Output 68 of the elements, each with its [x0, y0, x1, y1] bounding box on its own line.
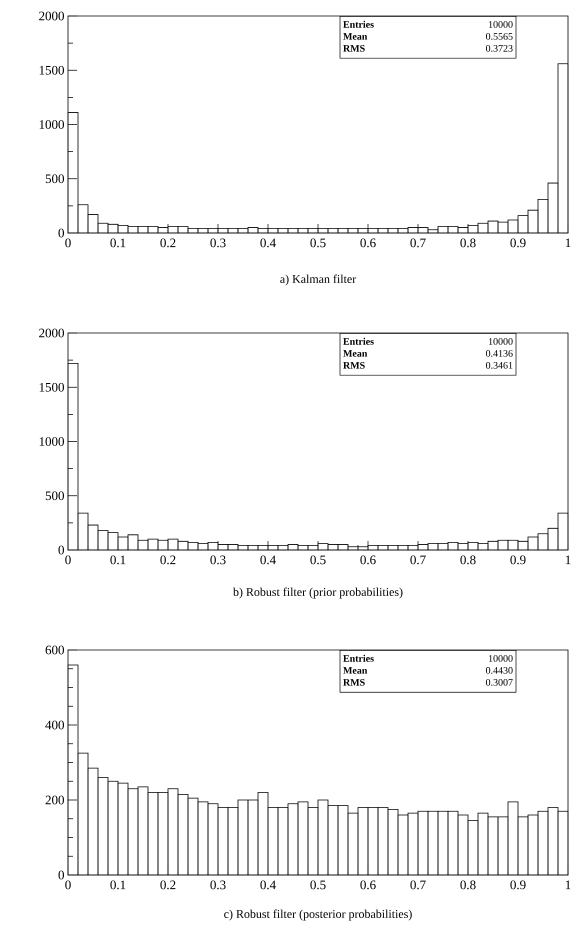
- x-tick-label: 0.2: [160, 238, 176, 248]
- annotation: 10000: [488, 338, 513, 345]
- annotation: RMS: [343, 45, 365, 52]
- x-tick-label: 0.3: [210, 880, 226, 890]
- text: b) Robust filter (prior probabilities): [233, 588, 402, 598]
- y-tick-label: 600: [46, 646, 64, 654]
- annotation: 0.4430: [486, 667, 513, 674]
- annotation: Mean: [343, 33, 368, 40]
- annotation: Mean: [343, 350, 368, 357]
- x-tick-label: 0.5: [310, 556, 326, 564]
- y-tick-label: 400: [45, 720, 64, 730]
- x-tick-label: 0.7: [410, 880, 426, 890]
- x-tick-label: 1: [566, 880, 570, 890]
- x-tick-label: 0.3: [210, 238, 226, 248]
- annotation: Entries: [343, 20, 374, 28]
- annotation: Entries: [343, 654, 374, 662]
- y-tick-label: 1000: [40, 437, 64, 446]
- y-tick-label: 1500: [40, 66, 64, 75]
- x-tick-label: 0.1: [110, 556, 126, 564]
- x-tick-label: 0.8: [460, 238, 476, 248]
- x-tick-label: 1: [566, 238, 570, 248]
- x-tick-label: 0.5: [310, 880, 326, 890]
- x-tick-label: 0.6: [360, 556, 376, 564]
- y-tick-label: 1500: [40, 382, 64, 392]
- annotation: 10000: [488, 21, 513, 28]
- annotation: RMS: [343, 362, 365, 369]
- annotation: 0.3007: [486, 679, 513, 686]
- x-tick-label: 0.8: [460, 556, 476, 564]
- y-tick-label: 0: [58, 546, 64, 554]
- y-tick-label: 0: [58, 228, 64, 238]
- text: a) Kalman filter: [280, 274, 356, 286]
- x-tick-label: 0.2: [160, 556, 176, 564]
- y-tick-label: 1000: [40, 120, 64, 129]
- annotation: RMS: [343, 679, 365, 686]
- y-tick-label: 200: [46, 796, 64, 804]
- x-tick-label: 0.4: [260, 238, 276, 248]
- x-tick-label: 0.5: [310, 238, 326, 248]
- x-tick-label: 1: [566, 556, 570, 564]
- x-tick-label: 0.1: [110, 238, 126, 248]
- x-tick-label: 0: [65, 238, 71, 248]
- x-tick-label: 0.2: [160, 880, 176, 890]
- annotation: 10000: [488, 655, 513, 662]
- y-tick-label: 2000: [39, 328, 64, 338]
- y-tick-label: 500: [46, 491, 64, 500]
- annotation: Mean: [343, 667, 368, 674]
- x-tick-label: 0: [65, 556, 71, 564]
- x-tick-label: 0: [65, 880, 71, 890]
- x-tick-label: 0.7: [410, 238, 426, 248]
- x-tick-label: 0.1: [110, 880, 126, 890]
- x-tick-label: 0.9: [510, 556, 526, 564]
- x-tick-label: 0.4: [260, 556, 276, 564]
- text: c) Robust filter (posterior probabilities): [224, 910, 412, 920]
- annotation: 0.3461: [486, 362, 512, 369]
- x-tick-label: 0.3: [210, 556, 226, 564]
- x-tick-label: 0.7: [410, 556, 426, 564]
- y-tick-label: 500: [46, 174, 64, 184]
- y-tick-label: 0: [58, 870, 64, 880]
- x-tick-label: 0.6: [360, 880, 376, 890]
- annotation: 0.4136: [486, 350, 513, 357]
- x-tick-label: 0.9: [510, 238, 526, 248]
- x-tick-label: 0.4: [260, 880, 276, 890]
- annotation: 0.5565: [486, 33, 513, 40]
- annotation: 0.3723: [486, 44, 513, 52]
- x-tick-label: 0.6: [360, 238, 376, 248]
- y-tick-label: 2000: [39, 12, 64, 20]
- annotation: Entries: [343, 338, 374, 345]
- x-tick-label: 0.8: [460, 880, 476, 890]
- x-tick-label: 0.9: [510, 880, 526, 890]
